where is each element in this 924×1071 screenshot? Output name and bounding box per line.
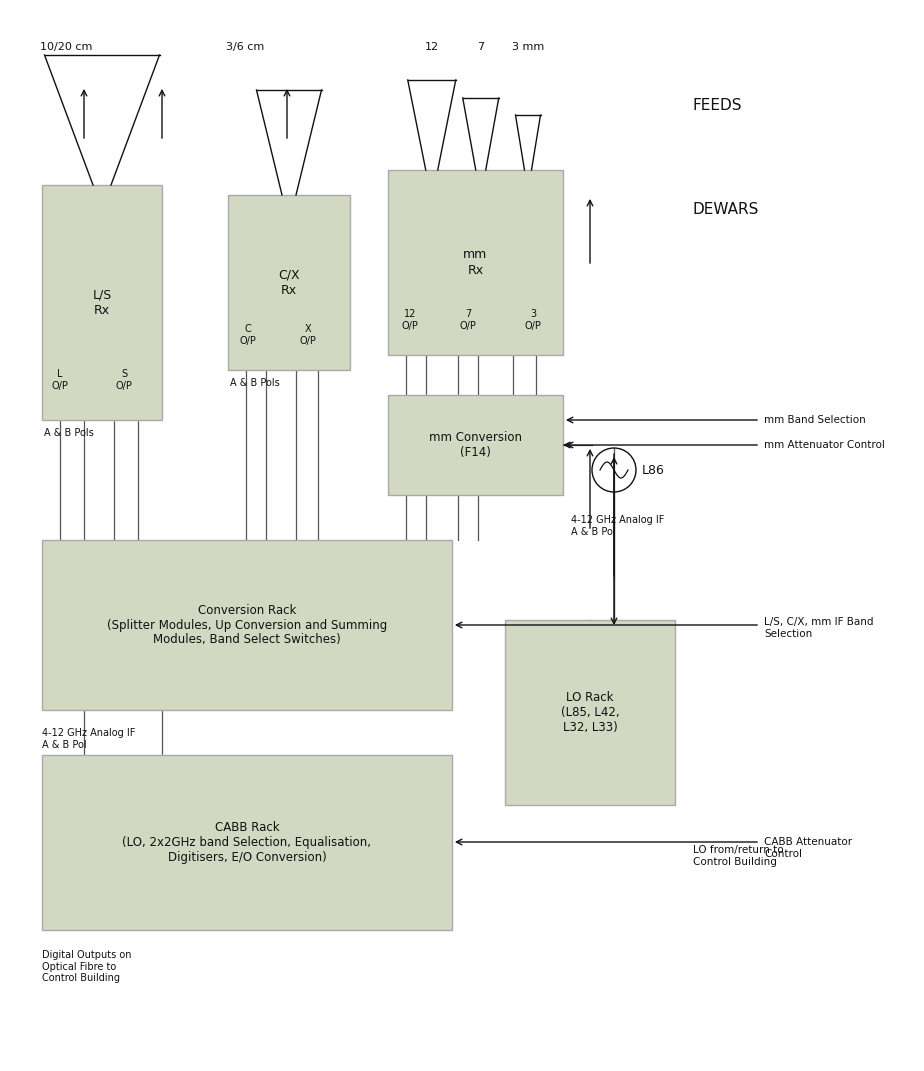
Text: LO Rack
(L85, L42,
L32, L33): LO Rack (L85, L42, L32, L33) — [561, 691, 619, 734]
Text: A & B Pols: A & B Pols — [44, 428, 93, 438]
Text: mm Conversion
(F14): mm Conversion (F14) — [429, 431, 522, 459]
Text: 3
O/P: 3 O/P — [525, 310, 541, 331]
Text: CABB Attenuator
Control: CABB Attenuator Control — [764, 838, 852, 859]
Text: 4-12 GHz Analog IF
A & B Pol: 4-12 GHz Analog IF A & B Pol — [42, 728, 136, 750]
Bar — [42, 540, 452, 710]
Text: 12: 12 — [425, 42, 439, 52]
Text: L
O/P: L O/P — [52, 369, 68, 391]
Text: C
O/P: C O/P — [239, 325, 257, 346]
Text: L/S, C/X, mm IF Band
Selection: L/S, C/X, mm IF Band Selection — [764, 617, 873, 638]
Bar — [42, 755, 452, 930]
Text: A & B Pols: A & B Pols — [230, 378, 280, 388]
Bar — [228, 195, 350, 369]
Text: 10/20 cm: 10/20 cm — [40, 42, 92, 52]
Text: Conversion Rack
(Splitter Modules, Up Conversion and Summing
Modules, Band Selec: Conversion Rack (Splitter Modules, Up Co… — [107, 603, 387, 647]
Text: CABB Rack
(LO, 2x2GHz band Selection, Equalisation,
Digitisers, E/O Conversion): CABB Rack (LO, 2x2GHz band Selection, Eq… — [123, 821, 371, 864]
Text: mm Attenuator Control: mm Attenuator Control — [764, 440, 885, 450]
Text: L/S
Rx: L/S Rx — [92, 288, 112, 317]
Text: mm Band Selection: mm Band Selection — [764, 414, 866, 425]
Text: 7: 7 — [477, 42, 484, 52]
Text: L86: L86 — [642, 464, 665, 477]
Text: 4-12 GHz Analog IF
A & B Pol: 4-12 GHz Analog IF A & B Pol — [571, 515, 664, 537]
Text: LO from/return to
Control Building: LO from/return to Control Building — [693, 845, 784, 866]
Text: C/X
Rx: C/X Rx — [278, 269, 299, 297]
Text: 12
O/P: 12 O/P — [402, 310, 419, 331]
Text: X
O/P: X O/P — [299, 325, 316, 346]
Bar — [388, 395, 563, 495]
Text: DEWARS: DEWARS — [693, 202, 760, 217]
Bar — [42, 185, 162, 420]
Text: 3/6 cm: 3/6 cm — [226, 42, 264, 52]
Text: 7
O/P: 7 O/P — [459, 310, 477, 331]
Text: FEEDS: FEEDS — [693, 97, 743, 112]
Text: S
O/P: S O/P — [116, 369, 132, 391]
Bar — [388, 170, 563, 355]
Text: 3 mm: 3 mm — [512, 42, 544, 52]
Bar — [505, 620, 675, 805]
Text: mm
Rx: mm Rx — [463, 248, 488, 276]
Text: Digital Outputs on
Optical Fibre to
Control Building: Digital Outputs on Optical Fibre to Cont… — [42, 950, 131, 983]
